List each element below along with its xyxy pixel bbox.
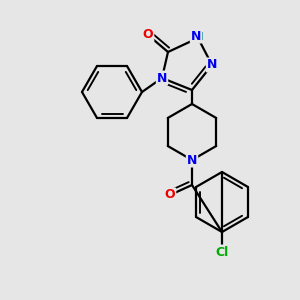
Text: O: O bbox=[143, 28, 153, 41]
Text: H: H bbox=[195, 32, 203, 42]
Text: N: N bbox=[191, 29, 201, 43]
Text: Cl: Cl bbox=[215, 245, 229, 259]
Text: N: N bbox=[157, 71, 167, 85]
Text: O: O bbox=[165, 188, 175, 202]
Text: N: N bbox=[207, 58, 217, 71]
Text: N: N bbox=[187, 154, 197, 166]
